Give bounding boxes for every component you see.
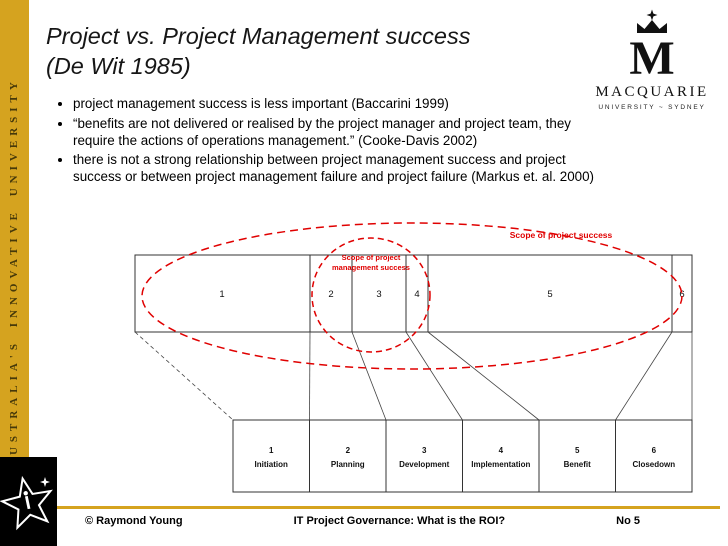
- slide-title-line2: (De Wit 1985): [46, 52, 191, 79]
- connector-5: [615, 331, 673, 421]
- bottom-box-3-label: Development: [399, 460, 450, 469]
- scope-pm-success-ellipse: [311, 237, 431, 353]
- footer-divider: [57, 506, 720, 509]
- connector-dashed-left: [134, 331, 234, 421]
- bottom-box-1-num: 1: [269, 446, 274, 455]
- bullet-list: project management success is less impor…: [46, 96, 597, 189]
- macquarie-emblem: M: [629, 9, 675, 85]
- top-box-6: [671, 254, 693, 333]
- top-box-6-label: 6: [679, 289, 684, 300]
- top-box-5-label: 5: [547, 289, 552, 300]
- top-box-3: [351, 254, 407, 333]
- top-box-2-label: 2: [328, 289, 333, 300]
- top-phase-strip: 1 2 3 4 5 6: [134, 254, 693, 333]
- scope-pm-success-label-line1: Scope of project: [342, 253, 401, 262]
- bullet-item-3: there is not a strong relationship betwe…: [73, 152, 597, 186]
- scope-project-success-label: Scope of project success: [510, 230, 613, 240]
- connector-3: [405, 331, 463, 421]
- bottom-box-5: [538, 419, 616, 493]
- bottom-box-6-num: 6: [652, 446, 657, 455]
- star-figure-icon: [23, 491, 28, 496]
- top-box-4-label: 4: [414, 289, 419, 300]
- bottom-box-2-label: Planning: [331, 460, 365, 469]
- connector-2: [351, 331, 387, 421]
- macquarie-logo: M MACQUARIE UNIVERSITY ~ SYDNEY: [590, 8, 714, 111]
- sidebar-gold-band: AUSTRALIA'S INNOVATIVE UNIVERSITY: [0, 0, 29, 546]
- bottom-box-5-num: 5: [575, 446, 580, 455]
- top-box-1: [134, 254, 311, 333]
- logo-wordmark: MACQUARIE: [595, 84, 709, 100]
- bottom-box-1-label: Initiation: [255, 460, 288, 469]
- logo-tagline: UNIVERSITY ~ SYDNEY: [598, 104, 706, 111]
- bottom-box-2: [309, 419, 387, 493]
- bottom-box-5-label: Benefit: [564, 460, 591, 469]
- small-star-icon: [40, 477, 50, 487]
- corner-logo-box: [0, 457, 57, 546]
- top-box-5: [427, 254, 673, 333]
- footer-title: IT Project Governance: What is the ROI?: [293, 515, 506, 527]
- crown-icon: [637, 20, 667, 33]
- connector-lines: [134, 331, 693, 421]
- slide-title: Project vs. Project Management success (…: [46, 22, 586, 82]
- bottom-box-4: [462, 419, 540, 493]
- corner-star-icon: [0, 475, 53, 531]
- bullet-item-2: “benefits are not delivered or realised …: [73, 116, 597, 150]
- top-box-1-label: 1: [219, 289, 224, 300]
- scope-pm-success-label-line2: management success: [332, 263, 410, 272]
- bottom-box-3: [385, 419, 463, 493]
- footer: © Raymond Young IT Project Governance: W…: [85, 515, 640, 527]
- bottom-box-2-num: 2: [346, 446, 351, 455]
- bottom-box-3-num: 3: [422, 446, 427, 455]
- scope-project-success-ellipse: [141, 222, 683, 370]
- bottom-phase-strip: 1 2 3 4 5 6 Initiation Planning Developm…: [232, 419, 693, 493]
- bottom-box-4-num: 4: [499, 446, 504, 455]
- bullet-item-1: project management success is less impor…: [73, 96, 597, 113]
- connector-1: [309, 331, 311, 421]
- slide-title-line1: Project vs. Project Management success: [46, 23, 471, 49]
- footer-page-number: No 5: [616, 515, 640, 527]
- bottom-box-6: [615, 419, 693, 493]
- logo-star-icon: [646, 9, 658, 21]
- corner-star-emblem: [0, 475, 53, 531]
- logo-monogram: M: [629, 32, 674, 78]
- bottom-box-6-label: Closedown: [632, 460, 675, 469]
- top-box-2: [309, 254, 353, 333]
- top-box-3-label: 3: [376, 289, 381, 300]
- bottom-box-1: [232, 419, 310, 493]
- bottom-box-4-label: Implementation: [471, 460, 530, 469]
- connector-4: [427, 331, 540, 421]
- footer-copyright: © Raymond Young: [85, 515, 183, 527]
